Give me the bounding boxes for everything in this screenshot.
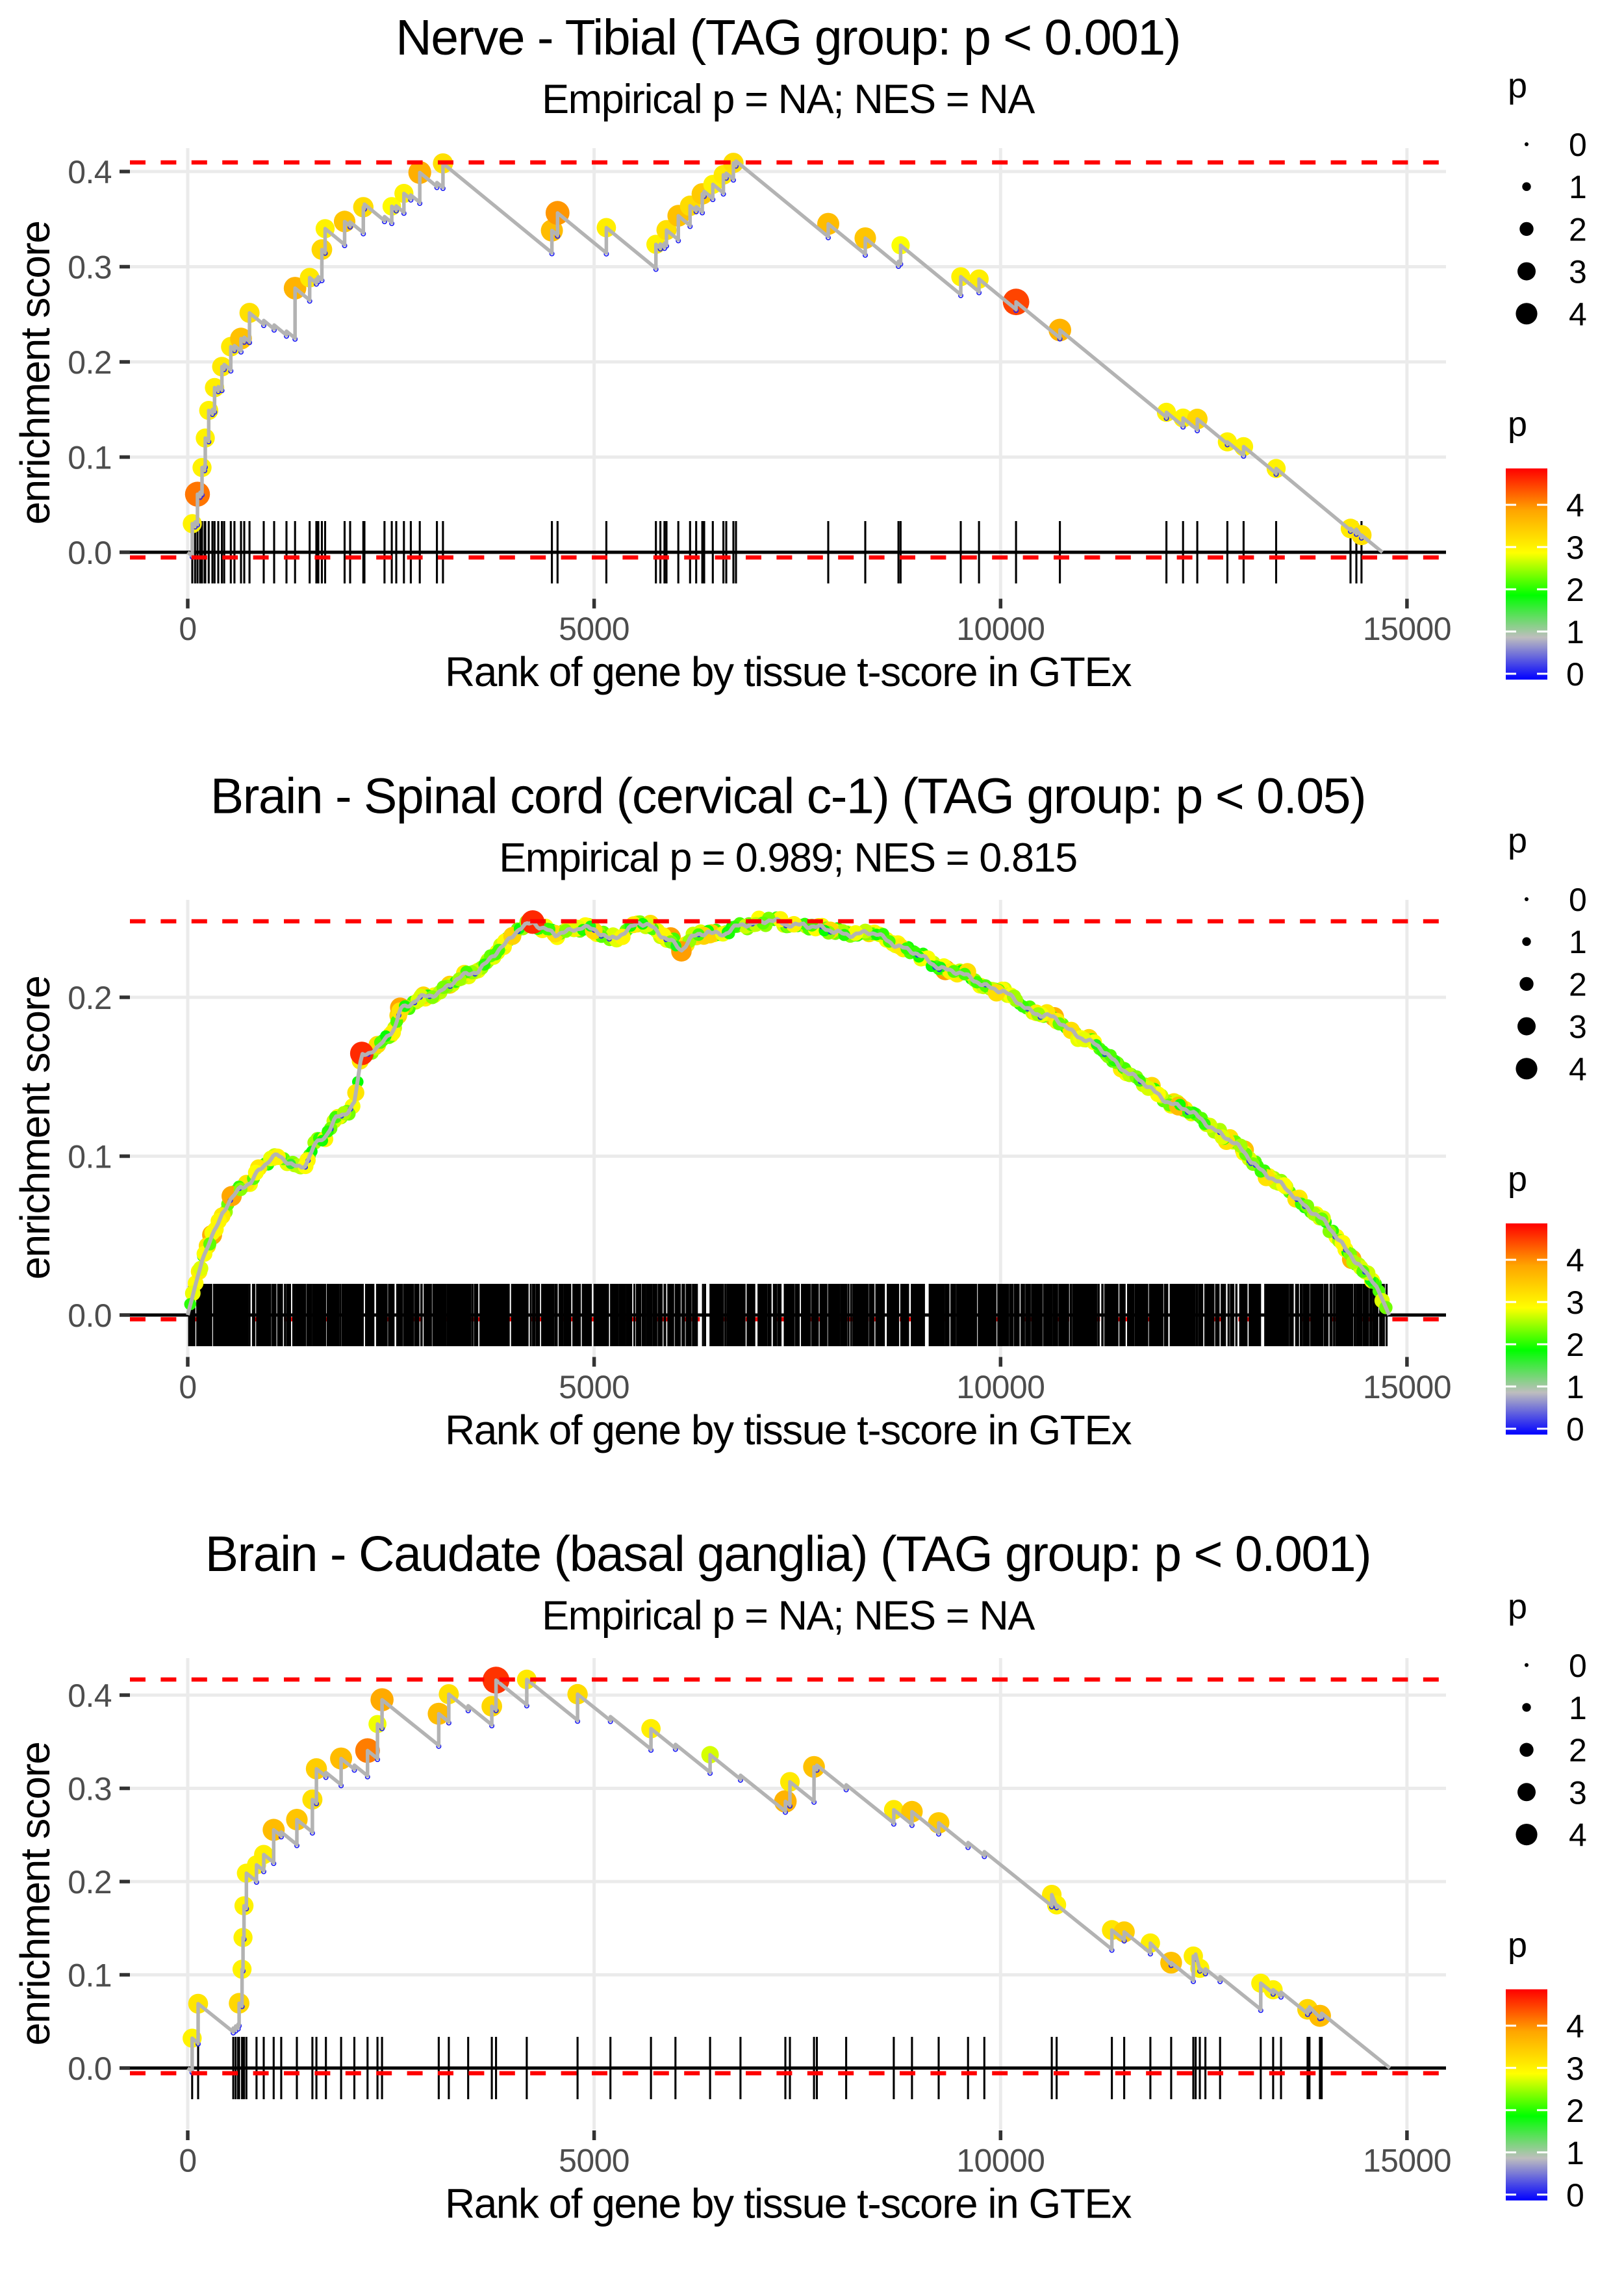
svg-text:0.4: 0.4	[68, 154, 112, 190]
svg-text:0: 0	[1566, 2177, 1584, 2214]
svg-text:0.1: 0.1	[68, 1958, 112, 1994]
svg-text:15000: 15000	[1363, 1369, 1451, 1405]
svg-text:p: p	[1508, 66, 1527, 105]
svg-text:2: 2	[1566, 572, 1584, 608]
svg-text:Empirical p = 0.989; NES = 0.8: Empirical p = 0.989; NES = 0.815	[499, 836, 1077, 881]
svg-text:0.3: 0.3	[68, 1771, 112, 1808]
svg-text:Empirical p = NA; NES = NA: Empirical p = NA; NES = NA	[542, 77, 1035, 122]
svg-text:Rank of gene by tissue t-score: Rank of gene by tissue t-score in GTEx	[445, 648, 1132, 695]
svg-text:2: 2	[1569, 1732, 1587, 1769]
svg-text:4: 4	[1566, 2008, 1584, 2045]
svg-text:3: 3	[1566, 1284, 1584, 1321]
svg-text:10000: 10000	[956, 1369, 1045, 1405]
svg-text:0.3: 0.3	[68, 249, 112, 286]
svg-text:0.2: 0.2	[68, 344, 112, 381]
svg-text:1: 1	[1566, 2135, 1584, 2171]
svg-text:0: 0	[179, 2143, 196, 2179]
svg-text:0: 0	[1569, 882, 1587, 918]
svg-text:0: 0	[179, 611, 196, 647]
svg-text:0.0: 0.0	[68, 2050, 112, 2087]
svg-text:1: 1	[1566, 1369, 1584, 1405]
svg-text:Brain - Spinal cord (cervical: Brain - Spinal cord (cervical c-1) (TAG …	[210, 769, 1365, 824]
svg-text:3: 3	[1566, 2050, 1584, 2087]
svg-text:p: p	[1508, 1160, 1527, 1199]
svg-text:15000: 15000	[1363, 2143, 1451, 2179]
svg-text:0: 0	[1566, 656, 1584, 693]
svg-text:3: 3	[1569, 1774, 1587, 1811]
svg-text:15000: 15000	[1363, 611, 1451, 647]
svg-text:0.1: 0.1	[68, 1139, 112, 1175]
svg-text:4: 4	[1569, 1051, 1587, 1088]
svg-text:2: 2	[1566, 1327, 1584, 1363]
svg-text:1: 1	[1566, 614, 1584, 650]
svg-text:0.0: 0.0	[68, 535, 112, 571]
svg-text:p: p	[1508, 1926, 1527, 1965]
svg-text:Empirical p = NA; NES = NA: Empirical p = NA; NES = NA	[542, 1593, 1035, 1639]
svg-text:0: 0	[1569, 127, 1587, 163]
svg-text:0.0: 0.0	[68, 1297, 112, 1334]
svg-text:5000: 5000	[559, 611, 629, 647]
svg-text:Rank of gene by tissue t-score: Rank of gene by tissue t-score in GTEx	[445, 2180, 1132, 2227]
svg-text:0.1: 0.1	[68, 440, 112, 476]
svg-text:3: 3	[1569, 254, 1587, 290]
svg-text:4: 4	[1569, 1817, 1587, 1854]
svg-text:0.4: 0.4	[68, 1678, 112, 1714]
svg-text:4: 4	[1566, 1242, 1584, 1279]
svg-text:0.2: 0.2	[68, 1864, 112, 1900]
svg-text:0.2: 0.2	[68, 980, 112, 1016]
svg-text:4: 4	[1569, 296, 1587, 333]
svg-text:2: 2	[1566, 2093, 1584, 2129]
svg-text:1: 1	[1569, 924, 1587, 960]
svg-text:10000: 10000	[956, 2143, 1045, 2179]
svg-text:5000: 5000	[559, 2143, 629, 2179]
svg-text:enrichment score: enrichment score	[12, 977, 58, 1280]
svg-text:1: 1	[1569, 169, 1587, 205]
svg-text:4: 4	[1566, 487, 1584, 524]
svg-text:Brain - Caudate (basal ganglia: Brain - Caudate (basal ganglia) (TAG gro…	[205, 1526, 1371, 1582]
svg-text:Nerve - Tibial (TAG group: p <: Nerve - Tibial (TAG group: p < 0.001)	[396, 10, 1180, 66]
svg-text:10000: 10000	[956, 611, 1045, 647]
svg-text:0: 0	[1569, 1648, 1587, 1684]
svg-text:0: 0	[1566, 1411, 1584, 1448]
svg-text:5000: 5000	[559, 1369, 629, 1405]
svg-text:3: 3	[1569, 1009, 1587, 1045]
svg-text:enrichment score: enrichment score	[12, 1743, 58, 2046]
svg-text:3: 3	[1566, 530, 1584, 566]
svg-text:1: 1	[1569, 1690, 1587, 1726]
svg-text:p: p	[1508, 821, 1527, 860]
svg-text:2: 2	[1569, 211, 1587, 248]
svg-text:0: 0	[179, 1369, 196, 1405]
svg-text:p: p	[1508, 1587, 1527, 1626]
svg-text:enrichment score: enrichment score	[12, 222, 58, 525]
svg-text:2: 2	[1569, 966, 1587, 1003]
svg-text:Rank of gene by tissue t-score: Rank of gene by tissue t-score in GTEx	[445, 1407, 1132, 1453]
svg-text:p: p	[1508, 405, 1527, 444]
